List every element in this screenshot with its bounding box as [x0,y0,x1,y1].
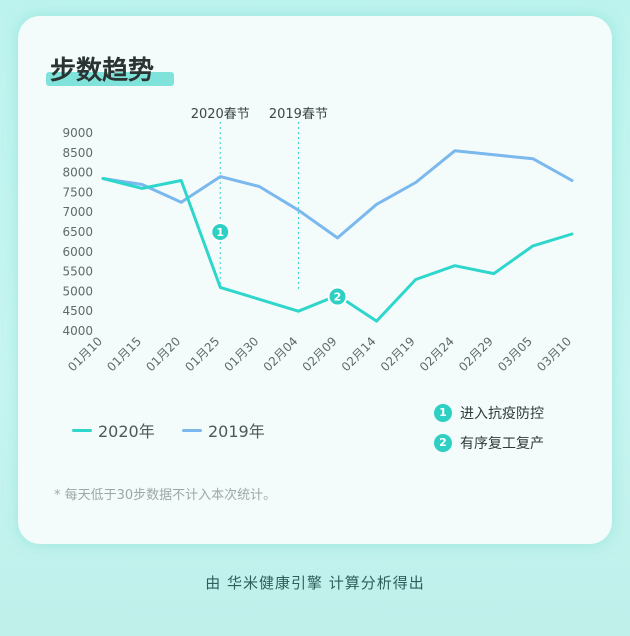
x-tick-label: 03月05 [495,334,535,374]
y-tick-label: 8000 [62,166,93,180]
chart-title: 步数趋势 [50,56,155,86]
x-tick-label: 03月10 [534,334,574,374]
annotation-1-text: 进入抗疫防控 [460,406,544,422]
legend-item-2020: 2020年 [72,418,155,442]
marker-number-2: 2 [334,291,342,304]
x-tick-label: 01月25 [182,334,222,374]
x-tick-label: 02月04 [261,334,301,374]
y-tick-label: 5500 [62,265,93,279]
series-line-2019 [101,149,574,240]
chart-card [18,16,612,544]
y-tick-label: 4000 [62,324,93,338]
x-tick-label: 01月10 [65,334,105,374]
x-tick-label: 02月14 [339,334,379,374]
y-tick-label: 6500 [62,225,93,239]
marker-badge-2 [327,286,348,307]
annotation-2-badge: 2 [434,434,452,452]
x-tick-label: 02月09 [300,334,340,374]
y-tick-label: 4500 [62,304,93,318]
x-tick-label: 01月20 [143,334,183,374]
annotation-1: 1 进入抗疫防控 [434,403,544,423]
x-tick-label: 01月30 [221,334,261,374]
annotation-2-text: 有序复工复产 [460,436,544,452]
legend-swatch-2020 [72,428,92,432]
x-tick-label: 01月15 [104,334,144,374]
reference-label: 2019春节 [269,107,328,122]
x-tick-label: 02月24 [417,334,457,374]
annotation-2: 2 有序复工复产 [434,433,544,453]
y-tick-label: 8500 [62,146,93,160]
y-tick-label: 9000 [62,126,93,140]
x-tick-label: 02月29 [456,334,496,374]
legend-label-2019: 2019年 [208,422,265,441]
marker-badge-1 [210,222,231,242]
credit-line: 由 华米健康引擎 计算分析得出 [205,574,425,592]
footnote: * 每天低于30步数据不计入本次统计。 [54,488,277,503]
legend-item-2019: 2019年 [182,418,265,442]
marker-number-1: 1 [216,226,224,239]
x-tick-label: 02月19 [378,334,418,374]
y-tick-label: 7000 [62,205,93,219]
y-tick-label: 6000 [62,245,93,259]
reference-label: 2020春节 [191,107,250,122]
legend-label-2020: 2020年 [98,422,155,441]
title-highlight [46,72,174,86]
legend-swatch-2019 [182,428,202,432]
annotation-1-badge: 1 [434,404,452,422]
y-tick-label: 5000 [62,284,93,298]
y-tick-label: 7500 [62,185,93,199]
